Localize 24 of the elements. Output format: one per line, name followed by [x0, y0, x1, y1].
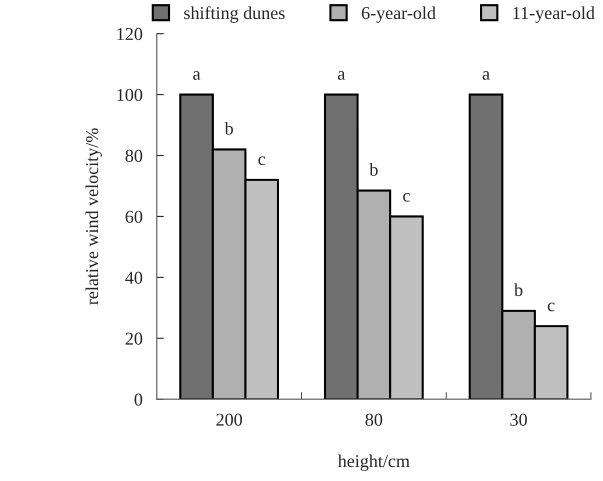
y-tick-label: 100: [117, 88, 142, 102]
y-tick-label: 80: [126, 150, 142, 162]
y-axis-title: relative wind velocity/%: [85, 128, 102, 305]
data-label: a: [193, 71, 200, 80]
data-label: c: [403, 192, 410, 202]
legend-label: 11-year-old: [513, 6, 595, 23]
x-axis-title: height/cm: [338, 454, 410, 471]
data-label: b: [514, 283, 522, 296]
data-label: a: [338, 71, 346, 80]
y-tick-label: 120: [117, 28, 142, 40]
y-tick-label: 0: [134, 393, 142, 406]
legend-label: shifting dunes: [184, 6, 285, 23]
x-tick-label: 200: [216, 414, 242, 426]
y-tick-label: 40: [125, 272, 142, 284]
legend-label: 6-year-old: [362, 6, 436, 23]
y-tick-label: 20: [126, 332, 142, 345]
data-label: a: [482, 71, 490, 80]
data-label: c: [258, 156, 266, 166]
x-tick-label: 30: [510, 414, 527, 426]
data-label: c: [548, 302, 555, 312]
data-label: b: [369, 163, 378, 176]
x-tick-label: 80: [366, 414, 382, 426]
y-tick-label: 60: [126, 210, 142, 223]
data-label: b: [224, 122, 233, 135]
